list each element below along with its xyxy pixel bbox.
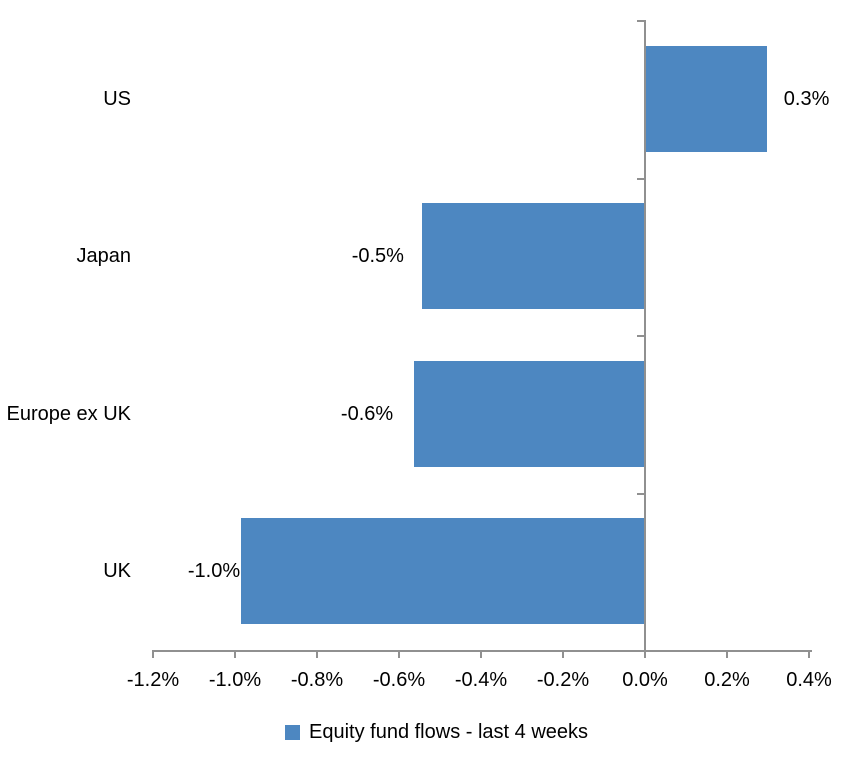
bar	[241, 518, 645, 625]
legend: Equity fund flows - last 4 weeks	[285, 719, 588, 745]
category-tick	[637, 335, 645, 337]
data-label: -0.5%	[351, 245, 404, 268]
legend-square-marker-icon	[285, 724, 300, 740]
bar	[421, 203, 645, 310]
data-label: -0.6%	[340, 402, 394, 425]
x-tick-label: 0.0%	[622, 669, 668, 691]
x-tick	[152, 650, 154, 658]
legend-label: Equity fund flows - last 4 weeks	[309, 721, 589, 743]
x-tick-label: -0.8%	[290, 669, 344, 691]
category-label: US	[103, 87, 131, 110]
x-tick	[808, 650, 810, 658]
zero-axis-line	[644, 20, 646, 658]
x-tick	[726, 650, 728, 658]
x-tick-label: 0.2%	[704, 669, 750, 691]
x-tick	[398, 650, 400, 658]
category-label: Japan	[76, 245, 132, 268]
x-tick	[562, 650, 564, 658]
x-tick	[644, 650, 646, 658]
x-tick-label: 0.4%	[786, 669, 832, 691]
bar	[414, 360, 645, 467]
category-label: Europe ex UK	[6, 402, 131, 425]
x-tick-label: -1.0%	[208, 669, 262, 691]
x-axis-line	[153, 650, 812, 652]
category-tick	[637, 493, 645, 495]
x-tick-label: -0.6%	[372, 669, 426, 691]
data-label: 0.3%	[783, 87, 830, 110]
x-tick	[480, 650, 482, 658]
x-tick	[316, 650, 318, 658]
x-tick-label: -1.2%	[126, 669, 180, 691]
category-label: UK	[103, 560, 131, 583]
x-tick-label: -0.4%	[454, 669, 508, 691]
category-tick	[637, 20, 645, 22]
category-tick	[637, 178, 645, 180]
x-tick	[234, 650, 236, 658]
x-tick-label: -0.2%	[536, 669, 590, 691]
data-label: -1.0%	[187, 560, 241, 583]
bar	[645, 45, 767, 152]
